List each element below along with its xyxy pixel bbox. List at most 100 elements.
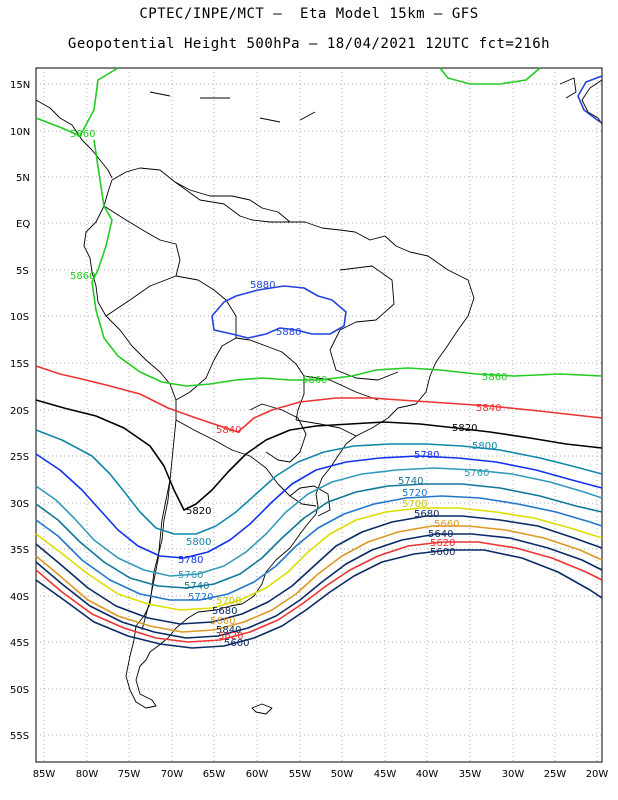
- contour-5600: [35, 549, 603, 649]
- contour-label-5760-a: 5760: [178, 570, 203, 581]
- contour-labels: 5880 5880 5860 5860 5860 5860 5840 5840 …: [70, 129, 507, 649]
- contour-5740: [35, 483, 603, 589]
- lat-tick-40s: 40S: [10, 592, 29, 603]
- contour-5680: [35, 515, 603, 625]
- contour-5780: [35, 453, 603, 559]
- contour-label-5800-b: 5800: [472, 441, 497, 452]
- contour-label-5820-a: 5820: [186, 506, 211, 517]
- argentina-border: [175, 419, 317, 507]
- lon-tick-70w: 70W: [161, 769, 184, 780]
- lat-tick-5n: 5N: [16, 173, 30, 184]
- contour-label-5700-b: 5700: [402, 499, 427, 510]
- contour-label-5860-d: 5860: [482, 372, 507, 383]
- contour-label-5700-a: 5700: [216, 596, 241, 607]
- africa-coast-fragment: [581, 79, 603, 125]
- uruguay-border: [289, 485, 331, 517]
- lon-tick-50w: 50W: [331, 769, 354, 780]
- contour-5820: [35, 399, 603, 511]
- contour-label-5840-b: 5840: [476, 403, 501, 414]
- contour-label-5660-b: 5660: [434, 519, 459, 530]
- contour-label-5840-c: 5840: [216, 625, 241, 636]
- lat-tick-55s: 55S: [10, 731, 29, 742]
- contour-label-5620-b: 5620: [430, 538, 455, 549]
- falkland-islands: [251, 703, 273, 715]
- contour-label-5840-a: 5840: [216, 425, 241, 436]
- bolivia-brazil-border: [175, 337, 305, 421]
- lat-tick-35s: 35S: [10, 545, 29, 556]
- lon-tick-20w: 20W: [586, 769, 609, 780]
- lon-tick-75w: 75W: [118, 769, 141, 780]
- venezuela-border: [174, 181, 290, 223]
- map-title-field: Geopotential Height 500hPa – 18/04/2021 …: [67, 36, 551, 52]
- paraguay-border: [249, 403, 307, 463]
- lat-tick-20s: 20S: [10, 406, 29, 417]
- contour-label-5760-b: 5760: [464, 468, 489, 479]
- contour-5700: [35, 507, 603, 611]
- latitude-axis: 15N 10N 5N EQ 5S 10S 15S 20S 25S 30S 35S…: [10, 80, 30, 742]
- contour-5660: [35, 525, 603, 633]
- contour-label-5600-b: 5600: [430, 547, 455, 558]
- contour-label-5740-a: 5740: [184, 581, 209, 592]
- contour-5880-caribbean: [577, 75, 603, 123]
- contour-label-5620-a: 5620: [218, 631, 243, 642]
- lat-tick-30s: 30S: [10, 499, 29, 510]
- contour-label-5860-b: 5860: [70, 271, 95, 282]
- contour-label-5680-a: 5680: [212, 606, 237, 617]
- contour-label-5720-a: 5720: [188, 592, 213, 603]
- lon-tick-25w: 25W: [544, 769, 567, 780]
- lat-tick-45s: 45S: [10, 638, 29, 649]
- longitude-axis: 85W 80W 75W 70W 65W 60W 55W 50W 45W 40W …: [33, 769, 609, 780]
- lon-tick-40w: 40W: [416, 769, 439, 780]
- contour-label-5780-a: 5780: [178, 555, 203, 566]
- contour-5860-north: [439, 67, 541, 85]
- contour-label-5660-a: 5660: [210, 616, 235, 627]
- lon-tick-80w: 80W: [76, 769, 99, 780]
- contour-label-5820-b: 5820: [452, 423, 477, 434]
- contour-5720: [35, 495, 603, 601]
- lat-tick-10n: 10N: [10, 127, 30, 138]
- map-title-model: CPTEC/INPE/MCT – Eta Model 15km – GFS: [139, 6, 479, 22]
- lon-tick-45w: 45W: [374, 769, 397, 780]
- lat-tick-50s: 50S: [10, 685, 29, 696]
- peru-brazil-border: [105, 275, 237, 338]
- contour-label-5720-b: 5720: [402, 488, 427, 499]
- contour-label-5800-a: 5800: [186, 537, 211, 548]
- caribbean-islands: [149, 77, 577, 123]
- lat-tick-5s: 5S: [16, 266, 29, 277]
- contour-5840: [35, 365, 603, 433]
- contour-label-5780-b: 5780: [414, 450, 439, 461]
- lat-tick-10s: 10S: [10, 312, 29, 323]
- contour-label-5860-c: 5860: [302, 375, 327, 386]
- contour-label-5860-a: 5860: [70, 129, 95, 140]
- contour-5880: [211, 285, 347, 339]
- coastlines: [35, 77, 603, 715]
- central-america-coast: [35, 99, 113, 179]
- lon-tick-85w: 85W: [33, 769, 56, 780]
- contour-5800: [35, 429, 603, 535]
- south-america-coast: [83, 167, 475, 709]
- lon-tick-60w: 60W: [246, 769, 269, 780]
- contour-label-5680-b: 5680: [414, 509, 439, 520]
- contour-5620: [35, 541, 603, 643]
- lon-tick-65w: 65W: [203, 769, 226, 780]
- lat-tick-25s: 25S: [10, 452, 29, 463]
- contour-label-5740-b: 5740: [398, 476, 423, 487]
- lon-tick-30w: 30W: [502, 769, 525, 780]
- brazil-interior-states: [295, 265, 399, 437]
- contour-label-5640-b: 5640: [428, 529, 453, 540]
- lat-tick-15s: 15S: [10, 359, 29, 370]
- contour-label-5880-a: 5880: [250, 280, 275, 291]
- colombia-border: [103, 205, 181, 277]
- contour-5640: [35, 533, 603, 639]
- lon-tick-35w: 35W: [459, 769, 482, 780]
- contour-5760: [35, 467, 603, 577]
- lat-tick-15n: 15N: [10, 80, 30, 91]
- lon-tick-55w: 55W: [289, 769, 312, 780]
- chile-border: [141, 479, 171, 631]
- contour-label-5880-b: 5880: [276, 327, 301, 338]
- contour-label-5600-a: 5600: [224, 638, 249, 649]
- map-frame: [35, 67, 603, 763]
- contour-5860: [35, 67, 603, 387]
- lat-tick-eq: EQ: [16, 219, 30, 230]
